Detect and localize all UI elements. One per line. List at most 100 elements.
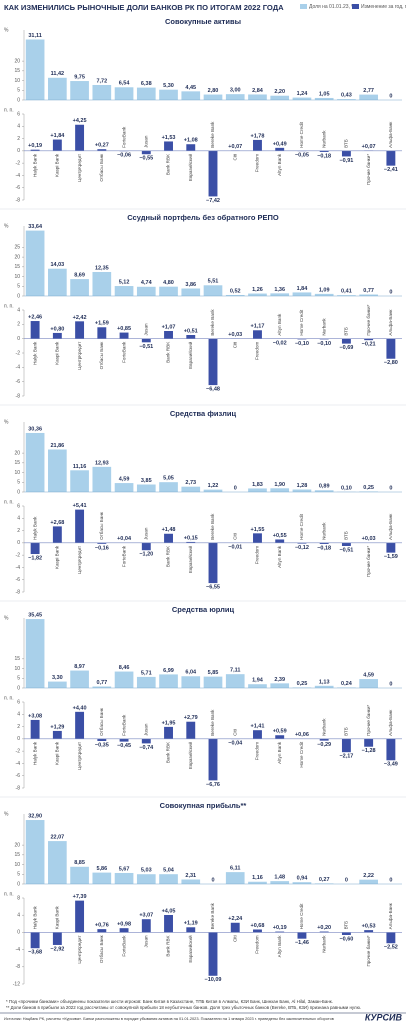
bank-label: Citi [232,533,237,540]
change-value-label: +4,05 [162,908,176,914]
share-bar [92,872,112,884]
bank-label: Nurbank [321,935,326,953]
bank-label: Kaspi Bank [55,341,60,365]
change-value-label: +0,19 [28,143,42,149]
y2-tick-label: 2 [17,322,20,328]
y-tick-label: 10 [14,666,20,672]
y-tick-label: 15 [14,264,20,270]
share-value-label: 0,25 [297,681,308,687]
bank-label: Freedom [255,742,260,761]
change-bar [319,338,329,340]
share-value-label: 2,80 [208,88,219,94]
bank-label: Альфа-Банк [388,309,393,336]
change-value-label: +1,41 [251,724,265,730]
share-value-label: 1,16 [252,875,263,881]
bank-label: ЦентрКредит [77,935,82,964]
bank-label: Jusan [144,723,149,736]
share-bar [270,881,290,884]
bank-label: Home Credit [299,513,304,540]
change-bar [97,542,107,544]
change-bar [75,900,85,933]
bank-label: Home Credit [299,741,304,768]
bank-label: Home Credit [299,903,304,930]
bank-label: Евразийский [187,153,193,181]
change-value-label: −0,10 [295,341,309,347]
bank-label: Freedom [255,154,260,173]
bank-label: Kaspi Bank [55,153,60,177]
bank-label: Альфа-Банк [388,121,393,148]
share-bar [359,879,378,884]
share-value-label: 5,67 [119,866,130,872]
legend-label: Доля на 01.01.23, % [309,4,356,10]
change-bar [253,330,262,339]
share-bar [359,679,378,688]
change-bar [97,929,107,933]
change-bar [75,321,85,339]
y-tick-label: 5 [17,284,20,290]
change-bar [275,931,285,933]
y2-tick-label: -12 [13,981,20,987]
change-value-label: +0,20 [317,925,331,931]
change-value-label: +1,29 [50,724,64,730]
y-tick-label: 10 [14,470,20,476]
change-value-label: +2,79 [184,715,198,721]
share-value-label: 4,80 [163,280,174,286]
share-value-label: 0 [345,877,348,883]
footnote: ** Доли банков в прибыли за 2022 год рас… [6,1005,361,1010]
share-value-label: 12,93 [95,460,109,466]
share-bar [181,676,201,688]
change-value-label: −6,48 [206,387,220,393]
change-value-label: +0,85 [117,326,131,332]
change-value-label: +0,59 [273,729,287,735]
change-value-label: −0,04 [228,741,243,747]
change-value-label: −0,51 [339,547,353,553]
share-bar [48,841,67,884]
change-bar [30,719,40,739]
share-value-label: 1,26 [252,287,263,293]
share-value-label: 6,54 [119,81,131,87]
change-value-label: +1,07 [162,324,176,330]
change-bar [75,509,85,543]
y2-axis-label: п. п. [4,695,14,701]
change-bar [386,542,396,553]
bank-label: Прочие банки* [366,304,371,335]
share-value-label: 33,64 [28,224,43,230]
share-value-label: 5,05 [163,476,174,482]
change-bar [164,914,173,933]
y2-tick-label: -8 [16,197,21,203]
share-value-label: 5,30 [163,83,174,89]
bank-label: Jusan [144,527,149,540]
bank-label: Евразийский [187,935,193,963]
change-bar [52,526,62,543]
y2-tick-label: -8 [16,589,21,595]
change-value-label: −1,28 [362,748,376,754]
bank-label: Bereke Bank [210,309,215,336]
share-value-label: 1,09 [319,287,330,293]
share-value-label: 31,11 [28,33,41,39]
change-bar [186,927,196,933]
share-bar [292,292,312,296]
change-value-label: +1,08 [184,138,198,144]
change-value-label: −0,35 [95,742,109,748]
share-bar [25,230,45,296]
change-value-label: +1,95 [162,720,176,726]
change-bar [319,150,329,152]
share-value-label: 0,94 [297,876,309,882]
bank-label: Bank RBK [166,153,171,175]
y-tick-label: 0 [17,881,20,887]
share-bar [159,874,178,884]
change-value-label: −1,82 [28,555,42,561]
share-value-label: 6,38 [141,81,152,87]
change-bar [253,929,262,933]
y-tick-label: 15 [14,852,20,858]
share-bar [248,94,267,100]
y-tick-label: 20 [14,254,20,260]
change-bar [364,738,374,747]
share-bar [248,684,267,688]
change-bar [386,150,396,166]
y2-tick-label: -6 [16,577,21,583]
y2-tick-label: 6 [17,699,20,705]
change-value-label: +1,53 [162,135,176,141]
share-value-label: 2,73 [185,480,196,486]
